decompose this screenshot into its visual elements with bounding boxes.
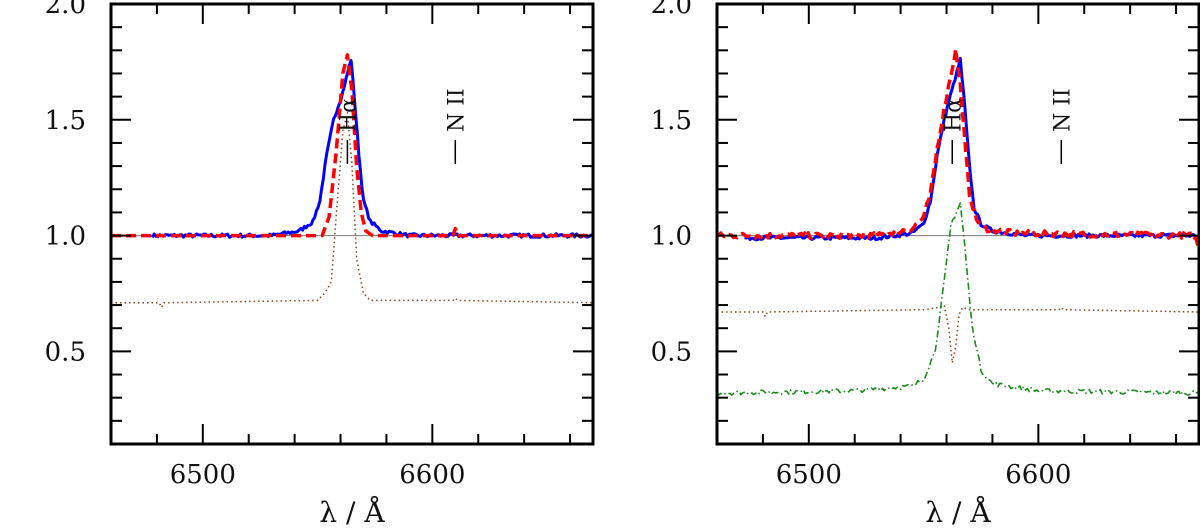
x-tick-label: 6600 [399,460,465,490]
series-observed [744,56,1200,242]
series-model [111,53,593,238]
series-model [716,47,1200,248]
series-component [111,112,593,309]
line-label: Hα [336,98,361,132]
line-label: Hα [941,98,966,132]
y-tick-label: 2.0 [651,0,692,20]
x-axis-label: λ / Å [319,496,385,529]
y-tick-label: 1.0 [45,222,86,252]
x-axis-label: λ / Å [925,496,991,529]
y-tick-label: 2.0 [45,0,86,20]
line-label: N II [1050,88,1075,132]
x-tick-label: 6500 [776,460,842,490]
x-tick-label: 6500 [170,460,236,490]
y-tick-label: 0.5 [651,337,692,367]
panel-right: 6500 6600 0.5 1.0 1.5 2.0 λ / Å Hα N II [651,0,1200,529]
panel-left: 6500 6600 0.5 1.0 1.5 2.0 λ / Å Hα N II [45,0,595,529]
y-tick-label: 1.0 [651,222,692,252]
series-observed [150,59,594,239]
series-photospheric [717,304,1199,364]
x-tick-label: 6600 [1005,460,1071,490]
y-tick-label: 1.5 [45,106,86,136]
plot-frame [715,2,1200,446]
series-emission [716,202,1200,396]
line-label: N II [444,88,469,132]
y-tick-label: 1.5 [651,106,692,136]
plot-frame [109,2,595,446]
y-tick-label: 0.5 [45,337,86,367]
